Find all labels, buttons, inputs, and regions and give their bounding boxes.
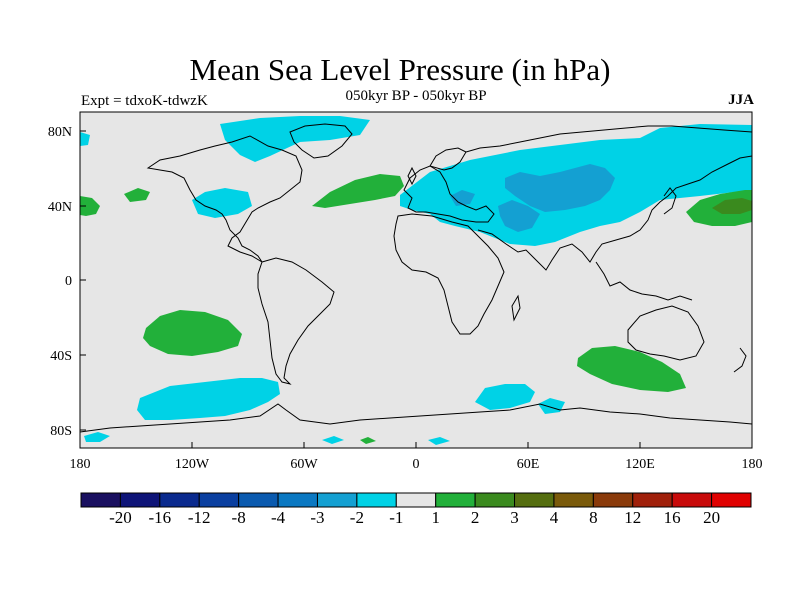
colorbar-swatch	[80, 492, 121, 508]
colorbar-label: 12	[624, 508, 641, 527]
colorbar-label: -20	[109, 508, 132, 527]
coastline-south-america	[257, 257, 335, 385]
negative-anomaly-north-america	[192, 188, 252, 218]
colorbar-swatch	[671, 492, 713, 508]
lon-label-120e: 120E	[625, 457, 655, 472]
colorbar-swatch	[238, 492, 279, 508]
colorbar-swatch	[119, 492, 161, 508]
colorbar-label: 2	[471, 508, 480, 527]
colorbar-swatch	[632, 492, 673, 508]
colorbar-swatch	[159, 492, 200, 508]
lon-label-0: 0	[413, 457, 420, 472]
pressure-anomaly-fields	[80, 116, 752, 445]
colorbar-label: -4	[271, 508, 286, 527]
chart-subtitle: 050kyr BP - 050kyr BP	[345, 88, 487, 104]
colorbar-label: 8	[589, 508, 598, 527]
colorbar-label: 20	[703, 508, 720, 527]
negative-anomaly-antarctic-small-3	[322, 436, 344, 444]
colorbar-label: -16	[148, 508, 171, 527]
colorbar: -20 -16 -12 -8 -4 -3 -2 -1 1 2 3 4 8 12 16 20	[80, 492, 752, 527]
negative-anomaly-antarctic-pacific	[137, 378, 280, 420]
colorbar-swatch	[395, 492, 437, 508]
positive-anomaly-northeast-atlantic-edge	[80, 196, 100, 216]
negative-anomaly-arctic	[220, 116, 370, 162]
axis-ticks	[80, 130, 641, 448]
colorbar-label: 1	[431, 508, 440, 527]
negative-anomaly-south-atlantic	[475, 384, 535, 410]
strong-positive-anomaly-north-pacific	[712, 198, 752, 214]
positive-anomaly-south-pacific	[143, 310, 242, 356]
colorbar-swatch	[435, 492, 476, 508]
coastline-antarctica	[80, 403, 752, 433]
lat-label-40n: 40N	[48, 200, 72, 215]
colorbar-swatch	[711, 492, 752, 508]
coastline-greenland	[289, 123, 353, 159]
experiment-label: Expt = tdxoK-tdwzK	[81, 93, 208, 109]
negative-anomaly-north-atlantic	[80, 132, 90, 146]
positive-anomaly-north-pacific-east	[124, 188, 150, 202]
season-label: JJA	[728, 92, 754, 108]
colorbar-label: 16	[664, 508, 681, 527]
colorbar-label: -3	[310, 508, 324, 527]
coastline-asia-north	[465, 125, 752, 153]
coastline-arabia-india	[477, 155, 752, 271]
lat-label-80s: 80S	[50, 424, 72, 439]
colorbar-label: -8	[232, 508, 246, 527]
colorbar-swatch	[277, 492, 318, 508]
colorbar-label: -2	[350, 508, 364, 527]
coastline-japan	[663, 187, 677, 215]
negative-anomaly-antarctic-small-1	[538, 398, 565, 414]
colorbar-swatch	[474, 492, 516, 508]
strong-negative-anomaly-siberia	[505, 164, 615, 212]
coastline-africa	[393, 213, 505, 335]
colorbar-swatch	[316, 492, 358, 508]
colorbar-swatch	[592, 492, 634, 508]
strong-negative-anomaly-central-asia	[498, 200, 540, 232]
colorbar-label: -1	[389, 508, 403, 527]
colorbar-label: 3	[510, 508, 519, 527]
coastline-australia	[627, 305, 705, 361]
lat-label-40s: 40S	[50, 349, 72, 364]
lat-label-0: 0	[65, 274, 72, 289]
colorbar-label: -12	[188, 508, 211, 527]
lon-label-180w: 180	[70, 457, 91, 472]
colorbar-swatch	[514, 492, 555, 508]
positive-anomaly-south-indian-ocean	[577, 346, 686, 392]
coastline-southeast-asia	[595, 261, 693, 301]
positive-anomaly-north-atlantic	[312, 174, 404, 208]
colorbar-swatch	[356, 492, 397, 508]
coastline-new-zealand	[733, 347, 747, 373]
coastline-madagascar	[511, 294, 521, 322]
coastline-north-america	[146, 135, 303, 263]
strong-negative-anomaly-west-siberia	[450, 190, 475, 206]
lon-label-60e: 60E	[517, 457, 540, 472]
lon-label-120w: 120W	[175, 457, 210, 472]
positive-anomaly-antarctic-small	[360, 437, 376, 444]
lat-label-80n: 80N	[48, 125, 72, 140]
lon-label-180e: 180	[742, 457, 763, 472]
lon-label-60w: 60W	[290, 457, 318, 472]
colorbar-swatch	[198, 492, 240, 508]
coastline-uk	[407, 166, 417, 186]
chart-title: Mean Sea Level Pressure (in hPa)	[189, 52, 611, 87]
colorbar-swatch	[553, 492, 594, 508]
negative-anomaly-antarctic-small-2	[84, 432, 110, 442]
negative-anomaly-antarctic-small-4	[428, 437, 450, 445]
coastlines	[80, 123, 752, 433]
colorbar-label: 4	[550, 508, 559, 527]
